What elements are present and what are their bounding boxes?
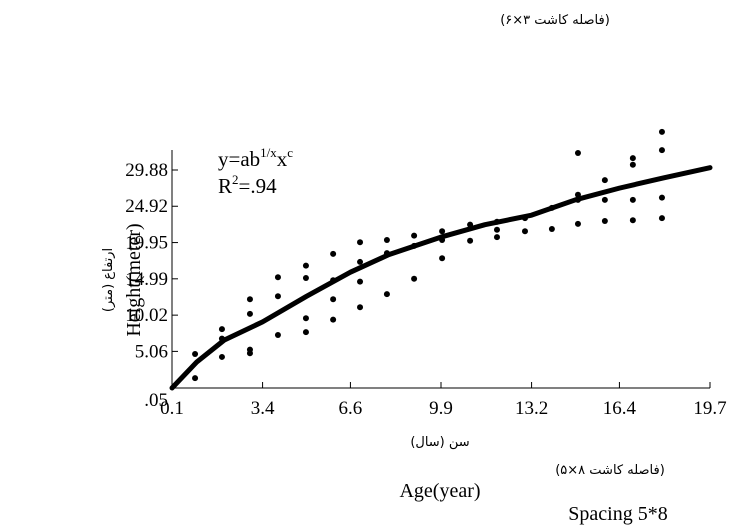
point: [658, 194, 665, 201]
point: [302, 275, 309, 282]
point: [383, 291, 390, 298]
point: [357, 304, 364, 311]
equation-exp: c: [287, 145, 293, 160]
point: [357, 278, 364, 285]
x-tick-label: 3.4: [251, 398, 275, 419]
r2-rest: =.94: [239, 174, 278, 198]
point: [629, 217, 636, 224]
point: [274, 274, 281, 281]
point: [383, 237, 390, 244]
y-axis-label-fa: ارتفاع (متر): [101, 248, 116, 312]
y-tick-label: .05: [144, 390, 168, 411]
point: [246, 296, 253, 303]
point: [629, 161, 636, 168]
point: [658, 128, 665, 135]
fit-curve: [169, 165, 713, 391]
point: [246, 310, 253, 317]
x-tick-label: 6.6: [339, 398, 363, 419]
equation: y=ab1/xxc: [218, 145, 293, 171]
point: [302, 329, 309, 336]
point: [548, 226, 555, 233]
equation-base: y=ab: [218, 147, 260, 171]
equation-exp: 1/x: [260, 145, 277, 160]
point: [439, 255, 446, 262]
point: [629, 196, 636, 203]
point: [192, 351, 199, 358]
y-axis-label: Height(meter): [123, 223, 145, 336]
x-tick-label: 19.7: [693, 398, 726, 419]
spacing-fa: (فاصله کاشت ۸×۵): [555, 463, 665, 478]
y-tick-label: 10.02: [125, 305, 168, 326]
point: [411, 232, 418, 239]
point: [357, 239, 364, 246]
point: [601, 218, 608, 225]
x-tick-label: 16.4: [603, 398, 637, 419]
x-tick-label: 0.1: [160, 398, 184, 419]
point: [218, 353, 225, 360]
point: [218, 326, 225, 333]
point: [357, 258, 364, 265]
point: [302, 262, 309, 269]
r2-exp: 2: [232, 172, 239, 187]
r-squared: R2=.94: [218, 172, 277, 198]
point: [330, 316, 337, 323]
point: [493, 234, 500, 241]
spacing: Spacing 5*8: [568, 503, 667, 525]
equation-mid: x: [277, 147, 288, 171]
point: [330, 250, 337, 257]
y-tick-label: 19.95: [125, 233, 168, 254]
point: [658, 215, 665, 222]
point: [246, 350, 253, 357]
point: [574, 150, 581, 157]
x-tick-label: 13.2: [515, 398, 548, 419]
point: [601, 196, 608, 203]
point: [439, 228, 446, 235]
x-tick-label: 9.9: [429, 398, 453, 419]
point: [574, 220, 581, 227]
point: [274, 332, 281, 339]
y-tick-label: 29.88: [125, 160, 168, 181]
point: [493, 226, 500, 233]
point: [411, 275, 418, 282]
point: [274, 293, 281, 300]
r2-base: R: [218, 174, 232, 198]
x-axis-label-fa: سن (سال): [410, 435, 469, 450]
point: [192, 375, 199, 382]
point: [302, 315, 309, 322]
point: [658, 147, 665, 154]
point: [629, 155, 636, 162]
x-axis-label: Age(year): [399, 480, 480, 502]
point: [601, 177, 608, 184]
point: [521, 228, 528, 235]
y-tick-label: 5.06: [135, 341, 168, 362]
y-tick-label: 14.99: [125, 269, 168, 290]
point: [330, 296, 337, 303]
point: [467, 237, 474, 244]
chart-title: (فاصله کاشت ۳×۶): [500, 13, 610, 28]
y-tick-label: 24.92: [125, 196, 168, 217]
